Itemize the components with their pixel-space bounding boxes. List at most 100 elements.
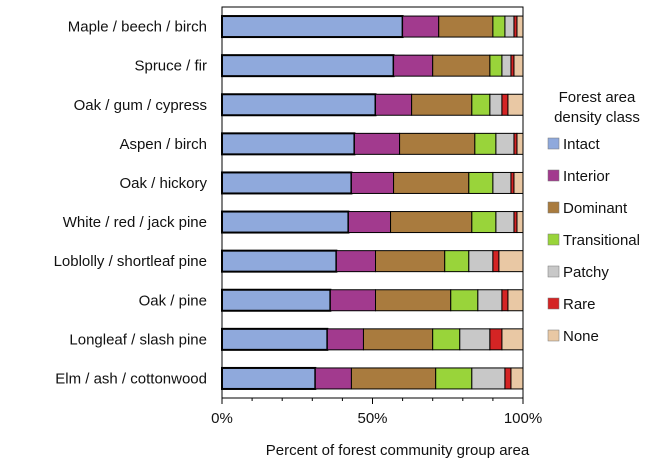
bar-segment-rare xyxy=(489,328,503,351)
bar-segment-none xyxy=(507,289,524,312)
bar-segment-intact xyxy=(221,93,377,117)
bar-segment-transitional xyxy=(435,367,473,390)
bar-segment-dominant xyxy=(438,15,494,38)
bar-segment-intact xyxy=(221,15,404,39)
x-axis-ticks: 0% 50% 100% xyxy=(211,398,542,427)
legend-swatch-rare xyxy=(547,297,560,310)
legend: Forest area density class Intact Interior Do… xyxy=(547,89,640,345)
bar-segment-none xyxy=(510,367,524,390)
bar-group xyxy=(221,15,524,390)
bar-segment-intact xyxy=(221,249,338,273)
bar-segment-patchy xyxy=(495,211,515,234)
legend-swatch-patchy xyxy=(547,265,560,278)
bar-segment-transitional xyxy=(432,328,461,351)
bar-segment-patchy xyxy=(471,367,506,390)
bar-segment-rare xyxy=(501,289,509,312)
bar-segment-intact xyxy=(221,327,329,351)
bar-segment-patchy xyxy=(468,250,494,273)
legend-label-patchy: Patchy xyxy=(563,264,609,281)
bar-segment-interior xyxy=(402,15,440,38)
bar-segment-rare xyxy=(492,250,500,273)
category-label: Elm / ash / cottonwood xyxy=(55,370,207,387)
bar-segment-interior xyxy=(335,250,377,273)
bar-segment-interior xyxy=(393,54,434,77)
bar-segment-interior xyxy=(329,289,377,312)
category-label: Longleaf / slash pine xyxy=(69,331,207,348)
bar-segment-patchy xyxy=(489,93,503,116)
legend-title: Forest area xyxy=(559,89,636,106)
bar-segment-transitional xyxy=(474,132,497,155)
bar-segment-patchy xyxy=(492,171,512,194)
bar-segment-rare xyxy=(504,367,512,390)
legend-swatch-interior xyxy=(547,169,560,182)
bar-segment-interior xyxy=(347,211,392,234)
bar-segment-intact xyxy=(221,288,332,312)
bar-segment-interior xyxy=(326,328,364,351)
category-label: Oak / gum / cypress xyxy=(74,97,207,114)
bar-segment-intact xyxy=(221,132,356,156)
bar-segment-dominant xyxy=(375,289,452,312)
legend-swatch-none xyxy=(547,329,560,342)
category-label: Aspen / birch xyxy=(119,136,207,153)
bar-segment-none xyxy=(498,250,524,273)
legend-swatch-dominant xyxy=(547,201,560,214)
bar-segment-patchy xyxy=(501,54,512,77)
bar-segment-patchy xyxy=(504,15,515,38)
bar-segment-intact xyxy=(221,366,317,390)
legend-swatch-transitional xyxy=(547,233,560,246)
category-label: Oak / hickory xyxy=(119,175,207,192)
bar-segment-dominant xyxy=(432,54,491,77)
bar-segment-dominant xyxy=(393,171,470,194)
bar-segment-interior xyxy=(314,367,352,390)
category-label: Spruce / fir xyxy=(134,58,207,75)
bar-segment-interior xyxy=(350,171,395,194)
bar-segment-transitional xyxy=(489,54,503,77)
bar-segment-intact xyxy=(221,210,350,234)
bar-segment-transitional xyxy=(444,250,470,273)
legend-label-interior: Interior xyxy=(563,168,610,185)
bar-segment-interior xyxy=(375,93,413,116)
legend-label-intact: Intact xyxy=(563,136,601,153)
category-label: Loblolly / shortleaf pine xyxy=(54,253,207,270)
bar-segment-none xyxy=(516,211,524,234)
bar-segment-intact xyxy=(221,54,395,78)
bar-segment-patchy xyxy=(459,328,491,351)
category-label: Maple / beech / birch xyxy=(68,19,207,36)
bar-segment-transitional xyxy=(471,211,497,234)
bar-segment-none xyxy=(516,15,524,38)
bar-segment-rare xyxy=(501,93,509,116)
x-tick-label: 50% xyxy=(357,410,387,427)
x-axis-label: Percent of forest community group area xyxy=(266,442,530,459)
legend-label-transitional: Transitional xyxy=(563,232,640,249)
bar-segment-patchy xyxy=(495,132,515,155)
legend-label-rare: Rare xyxy=(563,296,596,313)
bar-segment-dominant xyxy=(399,132,476,155)
bar-segment-none xyxy=(516,132,524,155)
x-tick-label: 0% xyxy=(211,410,233,427)
category-labels: Maple / beech / birch Spruce / fir Oak / g… xyxy=(54,19,208,388)
bar-segment-dominant xyxy=(362,328,434,351)
bar-segment-transitional xyxy=(468,171,494,194)
bar-segment-transitional xyxy=(471,93,491,116)
bar-segment-dominant xyxy=(350,367,437,390)
bar-segment-intact xyxy=(221,171,353,195)
bar-segment-none xyxy=(513,171,524,194)
bar-segment-dominant xyxy=(411,93,473,116)
bar-segment-none xyxy=(507,93,524,116)
bar-segment-none xyxy=(513,54,524,77)
legend-swatch-intact xyxy=(547,137,560,150)
bar-segment-transitional xyxy=(492,15,506,38)
x-tick-label: 100% xyxy=(504,410,542,427)
legend-label-none: None xyxy=(563,328,599,345)
legend-title: density class xyxy=(554,109,640,126)
bar-segment-interior xyxy=(353,132,401,155)
bar-segment-dominant xyxy=(390,211,473,234)
legend-label-dominant: Dominant xyxy=(563,200,628,217)
bar-segment-patchy xyxy=(477,289,503,312)
bar-segment-transitional xyxy=(450,289,479,312)
bar-segment-dominant xyxy=(375,250,446,273)
category-label: Oak / pine xyxy=(139,292,207,309)
category-label: White / red / jack pine xyxy=(63,214,207,231)
bar-segment-none xyxy=(501,328,524,351)
